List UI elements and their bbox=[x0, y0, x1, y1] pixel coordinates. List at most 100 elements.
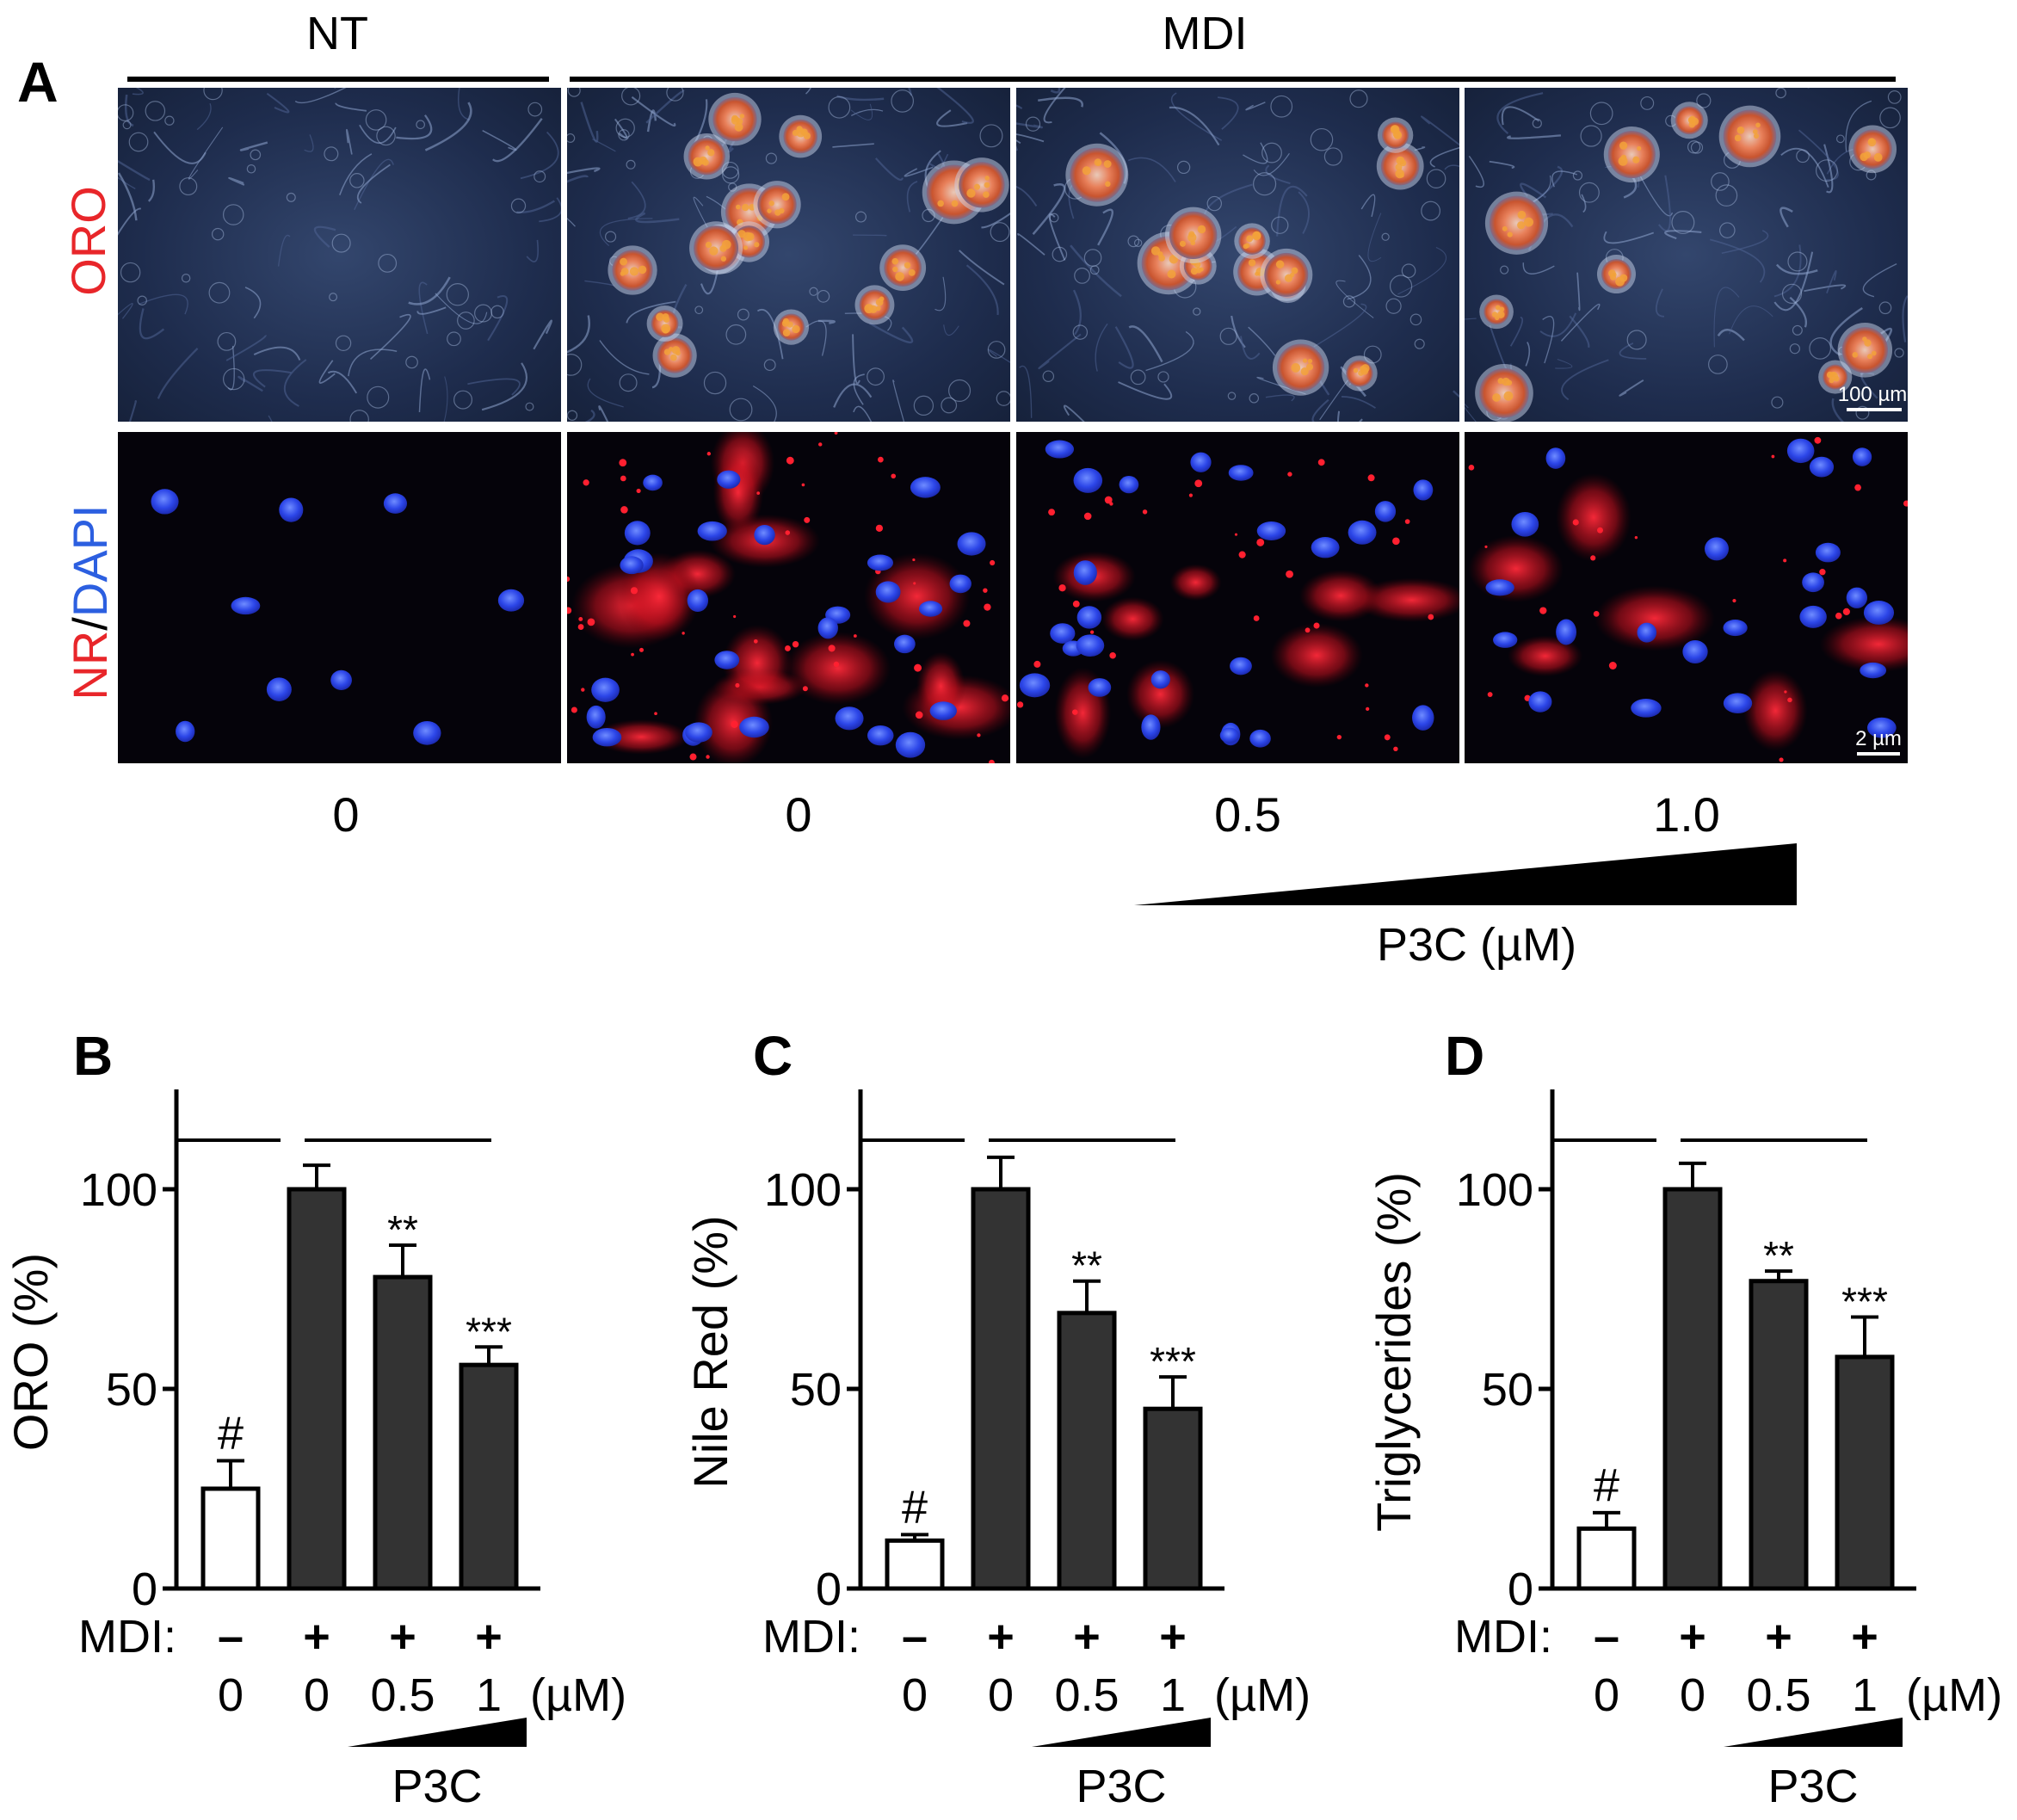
group-label-nt: NT bbox=[306, 8, 368, 59]
y-tick-label: 50 bbox=[1482, 1364, 1533, 1416]
dose-value: 0 bbox=[304, 1669, 330, 1721]
micrograph-nr-3 bbox=[1016, 432, 1459, 763]
dose-value: 0.5 bbox=[370, 1669, 435, 1721]
bar bbox=[1749, 1279, 1809, 1591]
mdi-sign: + bbox=[1679, 1611, 1706, 1663]
y-axis-label: Triglycerides (%) bbox=[1366, 1172, 1421, 1532]
micrograph-nr-4 bbox=[1465, 432, 1908, 763]
significance-mark: *** bbox=[466, 1309, 512, 1354]
group-label-mdi: MDI bbox=[1163, 8, 1248, 59]
micrograph-nr-1 bbox=[118, 432, 561, 763]
y-tick-label: 100 bbox=[80, 1164, 157, 1216]
bar bbox=[200, 1486, 261, 1591]
compound-label: P3C bbox=[1767, 1761, 1858, 1812]
row-label-nr-dapi: NR/DAPI bbox=[63, 504, 117, 700]
row-label-oro: ORO bbox=[61, 186, 115, 296]
mdi-sign: – bbox=[1594, 1611, 1619, 1663]
mdi-sign: + bbox=[389, 1611, 416, 1663]
dose-value: 0 bbox=[1680, 1669, 1706, 1721]
bar bbox=[459, 1362, 519, 1591]
micrograph-nr-2 bbox=[567, 432, 1010, 763]
row-label-nr: NR bbox=[63, 631, 117, 700]
dose-wedge bbox=[348, 1718, 527, 1747]
bar bbox=[971, 1187, 1031, 1591]
dose-gradient-label: P3C (µM) bbox=[1377, 919, 1576, 971]
dose-value: 0 bbox=[902, 1669, 928, 1721]
micrograph-oro-2 bbox=[567, 88, 1010, 422]
micrograph-oro-1 bbox=[118, 88, 561, 422]
dose-value: 0 bbox=[988, 1669, 1014, 1721]
compound-label: P3C bbox=[392, 1761, 482, 1812]
scale-bar-nr-label: 2 µm bbox=[1855, 727, 1902, 750]
mdi-sign: + bbox=[1851, 1611, 1878, 1663]
panel-letter: D bbox=[1445, 1025, 1484, 1087]
mdi-label: MDI: bbox=[762, 1611, 860, 1663]
y-tick-label: 50 bbox=[790, 1364, 842, 1416]
compound-label: P3C bbox=[1076, 1761, 1166, 1812]
mdi-sign: – bbox=[218, 1611, 244, 1663]
bar bbox=[287, 1187, 347, 1591]
dose-value: 0 bbox=[1594, 1669, 1619, 1721]
bar bbox=[373, 1274, 433, 1591]
significance-mark: ** bbox=[1763, 1233, 1794, 1278]
row-label-nr-dapi-text: NR/DAPI bbox=[63, 504, 117, 700]
row-label-oro-text: ORO bbox=[61, 186, 115, 296]
dose-wedge bbox=[1032, 1718, 1211, 1747]
y-tick-label: 50 bbox=[106, 1364, 157, 1416]
dose-unit: (µM) bbox=[1214, 1669, 1311, 1721]
mdi-sign: – bbox=[902, 1611, 928, 1663]
dose-value: 0 bbox=[218, 1669, 244, 1721]
mdi-sign: + bbox=[1073, 1611, 1101, 1663]
bar bbox=[885, 1538, 945, 1591]
dose-wedge bbox=[1724, 1718, 1903, 1747]
mdi-sign: + bbox=[987, 1611, 1015, 1663]
micrograph-grid bbox=[118, 88, 1908, 763]
y-tick-label: 0 bbox=[132, 1564, 157, 1615]
panel-letter: C bbox=[753, 1025, 793, 1087]
micrograph-oro-4 bbox=[1465, 88, 1908, 422]
dose-unit: (µM) bbox=[1906, 1669, 2002, 1721]
mdi-label: MDI: bbox=[78, 1611, 176, 1663]
dose-value: 0.5 bbox=[1746, 1669, 1810, 1721]
dose-value: 1 bbox=[1852, 1669, 1878, 1721]
bar bbox=[1057, 1311, 1117, 1591]
significance-mark: ** bbox=[1071, 1243, 1102, 1288]
y-tick-label: 0 bbox=[816, 1564, 842, 1615]
dose-value: 1 bbox=[476, 1669, 502, 1721]
significance-mark: # bbox=[1594, 1459, 1619, 1511]
significance-mark: # bbox=[218, 1408, 244, 1459]
y-tick-label: 0 bbox=[1508, 1564, 1533, 1615]
significance-mark: *** bbox=[1841, 1279, 1888, 1323]
dose-label-2: 0 bbox=[785, 787, 811, 842]
significance-mark: ** bbox=[387, 1207, 418, 1252]
mdi-sign: + bbox=[303, 1611, 330, 1663]
bar bbox=[1835, 1354, 1895, 1591]
panel-letter: B bbox=[73, 1025, 113, 1087]
bar bbox=[1662, 1187, 1723, 1591]
panel-a-letter: A bbox=[17, 50, 59, 114]
bar bbox=[1143, 1406, 1203, 1591]
dose-value: 1 bbox=[1160, 1669, 1186, 1721]
mdi-label: MDI: bbox=[1454, 1611, 1552, 1663]
dose-label-4: 1.0 bbox=[1653, 787, 1720, 842]
bar bbox=[1576, 1526, 1637, 1591]
y-axis-label: Nile Red (%) bbox=[683, 1215, 737, 1488]
y-axis-label: ORO (%) bbox=[3, 1253, 58, 1451]
dose-label-1: 0 bbox=[332, 787, 359, 842]
dose-gradient-wedge bbox=[1134, 843, 1797, 905]
dose-value: 0.5 bbox=[1054, 1669, 1119, 1721]
scale-bar-oro-label: 100 µm bbox=[1838, 383, 1908, 406]
row-label-slash: / bbox=[63, 617, 117, 631]
significance-mark: *** bbox=[1150, 1339, 1196, 1384]
dose-unit: (µM) bbox=[530, 1669, 626, 1721]
micrograph-oro-3 bbox=[1016, 88, 1459, 422]
mdi-sign: + bbox=[1765, 1611, 1792, 1663]
significance-mark: # bbox=[902, 1481, 928, 1533]
y-tick-label: 100 bbox=[1456, 1164, 1533, 1216]
mdi-sign: + bbox=[475, 1611, 503, 1663]
